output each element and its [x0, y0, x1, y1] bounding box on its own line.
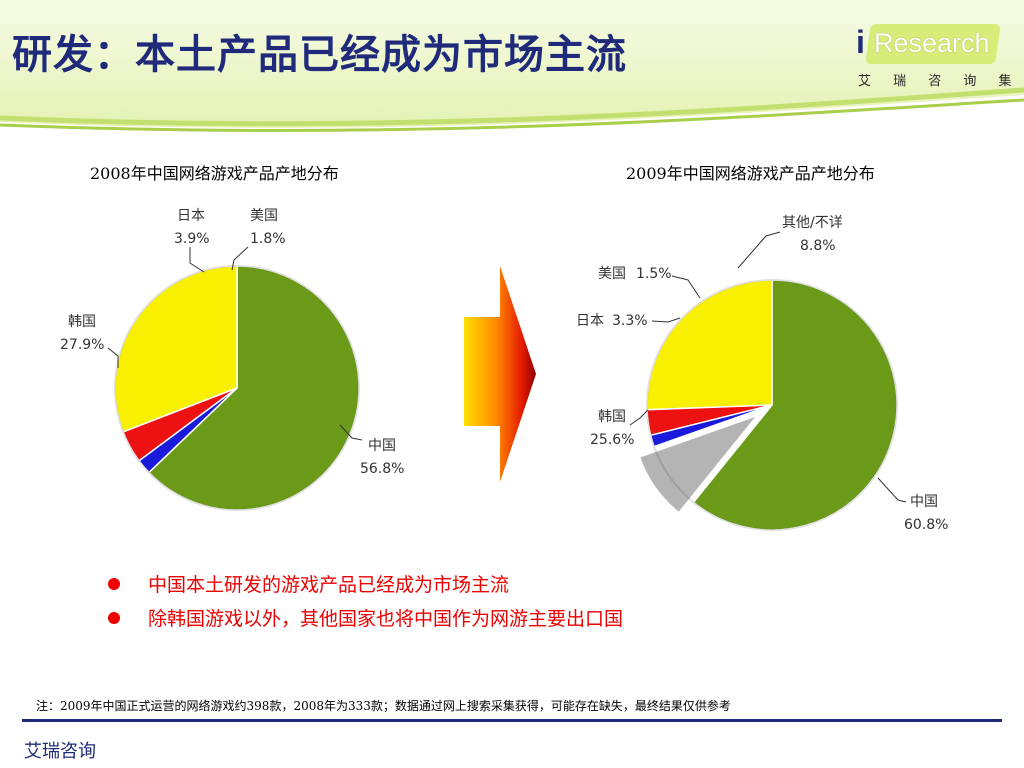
label-2008-china-value: 56.8% — [360, 461, 404, 477]
pie-2008-labels: 日本 3.9% 美国 1.8% 韩国 27.9% 中国 56.8% — [60, 208, 404, 477]
label-2009-korea-name: 韩国 — [598, 409, 626, 425]
transition-arrow — [464, 266, 536, 482]
label-2009-japan-value: 3.3% — [612, 313, 648, 329]
pie-2008-slice-3 — [138, 387, 238, 474]
pie-chart-2009 — [638, 279, 898, 531]
label-2009-usa-name: 美国 — [598, 266, 626, 282]
iresearch-logo: i Research 艾 瑞 咨 询 集 团 — [856, 22, 1024, 92]
label-2008-usa-name: 美国 — [250, 208, 278, 224]
pie-2009-rim — [646, 279, 898, 531]
leader-line-2008-korea — [107, 347, 119, 368]
label-2009-china-name: 中国 — [910, 494, 938, 510]
pie-2008-slice-1 — [114, 265, 238, 433]
finding-item: 除韩国游戏以外，其他国家也将中国作为网游主要出口国 — [108, 606, 623, 640]
pie-2009-slice-0 — [692, 279, 898, 531]
label-2009-korea-value: 25.6% — [590, 432, 634, 448]
label-2008-usa-value: 1.8% — [250, 231, 286, 247]
label-2008-japan-name: 日本 — [177, 208, 205, 224]
leader-line-2008-japan — [189, 247, 205, 273]
label-2009-other-value: 8.8% — [800, 238, 836, 254]
logo-letter-i: i — [856, 24, 865, 60]
label-2009-other-name: 其他/不详 — [782, 215, 843, 231]
finding-item: 中国本土研发的游戏产品已经成为市场主流 — [108, 572, 623, 606]
footer-brand: 艾瑞咨询 — [24, 741, 96, 762]
pie-2009-labels: 其他/不详 8.8% 美国 1.5% 日本 3.3% 韩国 25.6% 中国 6… — [576, 215, 948, 533]
key-findings-list: 中国本土研发的游戏产品已经成为市场主流 除韩国游戏以外，其他国家也将中国作为网游… — [108, 572, 623, 640]
finding-text: 除韩国游戏以外，其他国家也将中国作为网游主要出口国 — [148, 608, 624, 630]
pie-chart-2008 — [114, 265, 360, 511]
label-2008-korea-value: 27.9% — [60, 337, 104, 353]
label-2009-usa-value: 1.5% — [636, 266, 672, 282]
logo-subtitle: 艾 瑞 咨 询 集 团 — [858, 74, 1024, 89]
label-2009-china-value: 60.8% — [904, 517, 948, 533]
bullet-dot-icon — [108, 578, 120, 590]
pie-2008-slice-0 — [147, 265, 360, 511]
label-2008-china-name: 中国 — [368, 438, 396, 454]
footer-divider — [22, 719, 1002, 722]
leader-line-2009-korea — [629, 409, 649, 426]
leader-line-2008-usa — [231, 246, 249, 271]
label-2008-japan-value: 3.9% — [174, 231, 210, 247]
finding-text: 中国本土研发的游戏产品已经成为市场主流 — [148, 574, 510, 596]
label-2009-japan-name: 日本 — [576, 313, 604, 329]
chart-2009-title: 2009年中国网络游戏产品产地分布 — [626, 164, 875, 183]
footnote: 注：2009年中国正式运营的网络游戏约398款，2008年为333款；数据通过网… — [36, 699, 731, 713]
leader-line-2009-usa — [671, 275, 701, 299]
chart-2008-title: 2008年中国网络游戏产品产地分布 — [90, 164, 339, 183]
bullet-dot-icon — [108, 612, 120, 624]
label-2008-korea-name: 韩国 — [68, 314, 96, 330]
logo-wordmark: Research — [874, 28, 990, 58]
pie-2009-slice-4 — [638, 413, 760, 514]
pie-2008-rim — [114, 265, 360, 511]
leader-line-2009-china — [877, 477, 907, 503]
page-title: 研发：本土产品已经成为市场主流 — [12, 31, 627, 78]
pie-2009-slice-1 — [646, 279, 773, 411]
leader-line-2009-other — [737, 231, 781, 269]
leader-line-2009-japan — [651, 317, 681, 323]
leader-line-2008-china — [339, 424, 363, 441]
pie-2009-slice-3 — [649, 404, 773, 448]
header-background — [0, 0, 1024, 140]
